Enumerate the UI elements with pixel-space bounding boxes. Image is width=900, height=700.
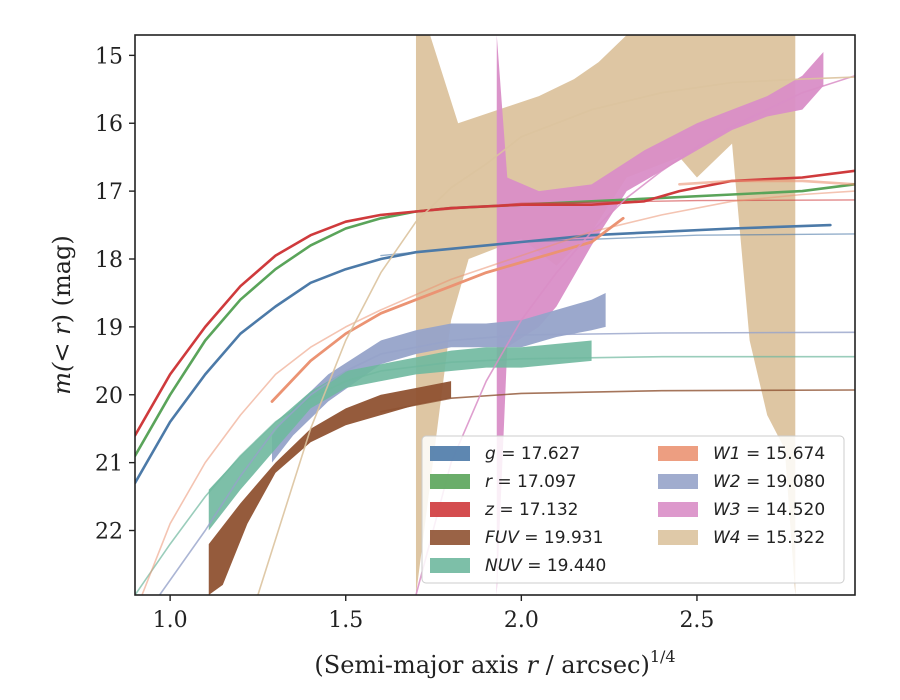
legend-label-z: z = 17.132: [484, 500, 578, 520]
series-w1-ext: [678, 179, 855, 186]
legend-swatch-w4: [658, 530, 698, 545]
legend-label-w1: W1 = 15.674: [713, 444, 825, 464]
x-axis-label: (Semi-major axis r / arcsec)1/4: [314, 647, 675, 679]
series-z-model: [380, 199, 855, 216]
band-w4: [415, 35, 796, 595]
series-w1-model: [141, 190, 855, 595]
y-tick-label: 17: [95, 180, 123, 205]
band-nuv: [208, 340, 592, 531]
y-axis: 15 16 17 18 19 20 21 22: [95, 44, 135, 545]
plot-area: [135, 35, 855, 595]
series-nuv-model: [135, 355, 855, 595]
x-tick-label: 2.0: [504, 608, 539, 633]
series-fuv-model: [380, 389, 855, 413]
legend-label-g: g = 17.627: [485, 444, 580, 464]
legend-label-nuv: NUV = 19.440: [485, 556, 606, 576]
x-tick-label: 1.5: [328, 608, 363, 633]
y-tick-label: 19: [95, 316, 123, 341]
series-w1: [270, 216, 625, 403]
legend-label-r: r = 17.097: [485, 472, 577, 492]
series-w2-model: [158, 331, 855, 595]
legend-label-w2: W2 = 19.080: [713, 472, 825, 492]
legend-swatch-fuv: [430, 530, 470, 545]
y-tick-label: 20: [95, 384, 123, 409]
x-axis: 1.0 1.5 2.0 2.5: [153, 595, 714, 633]
legend-swatch-nuv: [430, 558, 470, 573]
legend-swatch-r: [430, 474, 470, 489]
legend-swatch-w2: [658, 474, 698, 489]
band-w3: [496, 35, 824, 595]
series-w4-model: [257, 76, 855, 595]
legend-box: [421, 435, 845, 584]
series-g-model: [380, 233, 855, 257]
legend-swatch-w3: [658, 502, 698, 517]
y-tick-label: 22: [95, 520, 123, 545]
plot-frame: [134, 34, 856, 596]
y-tick-label: 16: [95, 112, 123, 137]
legend-label-fuv: FUV = 19.931: [485, 528, 603, 548]
series-r: [135, 183, 855, 458]
legend-swatch-z: [430, 502, 470, 517]
x-tick-label: 1.0: [153, 608, 188, 633]
legend-swatch-w1: [658, 446, 698, 461]
legend-label-w3: W3 = 14.520: [713, 500, 825, 520]
series-g: [135, 223, 832, 485]
x-tick-label: 2.5: [679, 608, 714, 633]
series-w3-model: [415, 74, 855, 595]
y-tick-label: 18: [95, 248, 123, 273]
y-tick-label: 15: [95, 44, 123, 69]
y-axis-label: m(< r) (mag): [48, 235, 76, 395]
legend-label-w4: W4 = 15.322: [713, 528, 825, 548]
legend: g = 17.627 r = 17.097 z = 17.132 FUV = 19.9…: [421, 435, 845, 584]
y-tick-label: 21: [95, 452, 123, 477]
legend-swatch-g: [430, 446, 470, 461]
